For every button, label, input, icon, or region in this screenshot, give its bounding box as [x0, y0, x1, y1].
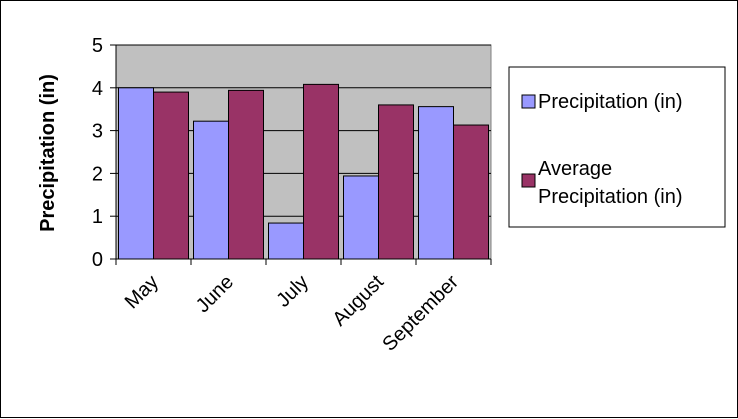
legend-label-average-precipitation: Average Precipitation (in) — [538, 158, 683, 208]
bar-average-precipitation-july — [303, 83, 339, 260]
bar-average-precipitation-may — [153, 91, 189, 260]
legend-swatch-average-precipitation — [521, 173, 536, 188]
bar-precipitation-august — [343, 175, 379, 260]
y-tick-label: 1 — [92, 206, 103, 228]
legend-label-line: Precipitation (in) — [538, 186, 683, 208]
legend-label-precipitation: Precipitation (in) — [538, 91, 683, 113]
y-tick-label: 3 — [92, 121, 103, 143]
legend: Precipitation (in) Average Precipitation … — [508, 66, 726, 228]
y-axis-title: Precipitation (in) — [37, 74, 59, 232]
x-tick-label-august: August — [328, 271, 388, 331]
y-tick-label: 2 — [92, 163, 103, 185]
x-tick-label-july: July — [272, 271, 313, 312]
bar-precipitation-july — [268, 222, 304, 260]
y-tick-label: 5 — [92, 35, 103, 57]
legend-box — [508, 66, 726, 228]
bar-precipitation-september — [418, 106, 454, 260]
bar-precipitation-june — [193, 120, 229, 260]
bar-precipitation-may — [118, 87, 154, 260]
legend-swatch-precipitation — [521, 94, 536, 109]
x-tick-label-september: September — [378, 271, 463, 356]
legend-label-line: Average — [538, 158, 612, 180]
x-tick-label-june: June — [192, 271, 238, 317]
y-tick-label: 0 — [92, 249, 103, 271]
legend-label-line: Precipitation (in) — [538, 91, 683, 113]
bar-average-precipitation-june — [228, 89, 264, 260]
bar-average-precipitation-august — [378, 104, 414, 260]
x-tick-label-may: May — [121, 271, 163, 313]
y-tick-label: 4 — [92, 78, 103, 100]
bar-average-precipitation-september — [453, 124, 489, 260]
